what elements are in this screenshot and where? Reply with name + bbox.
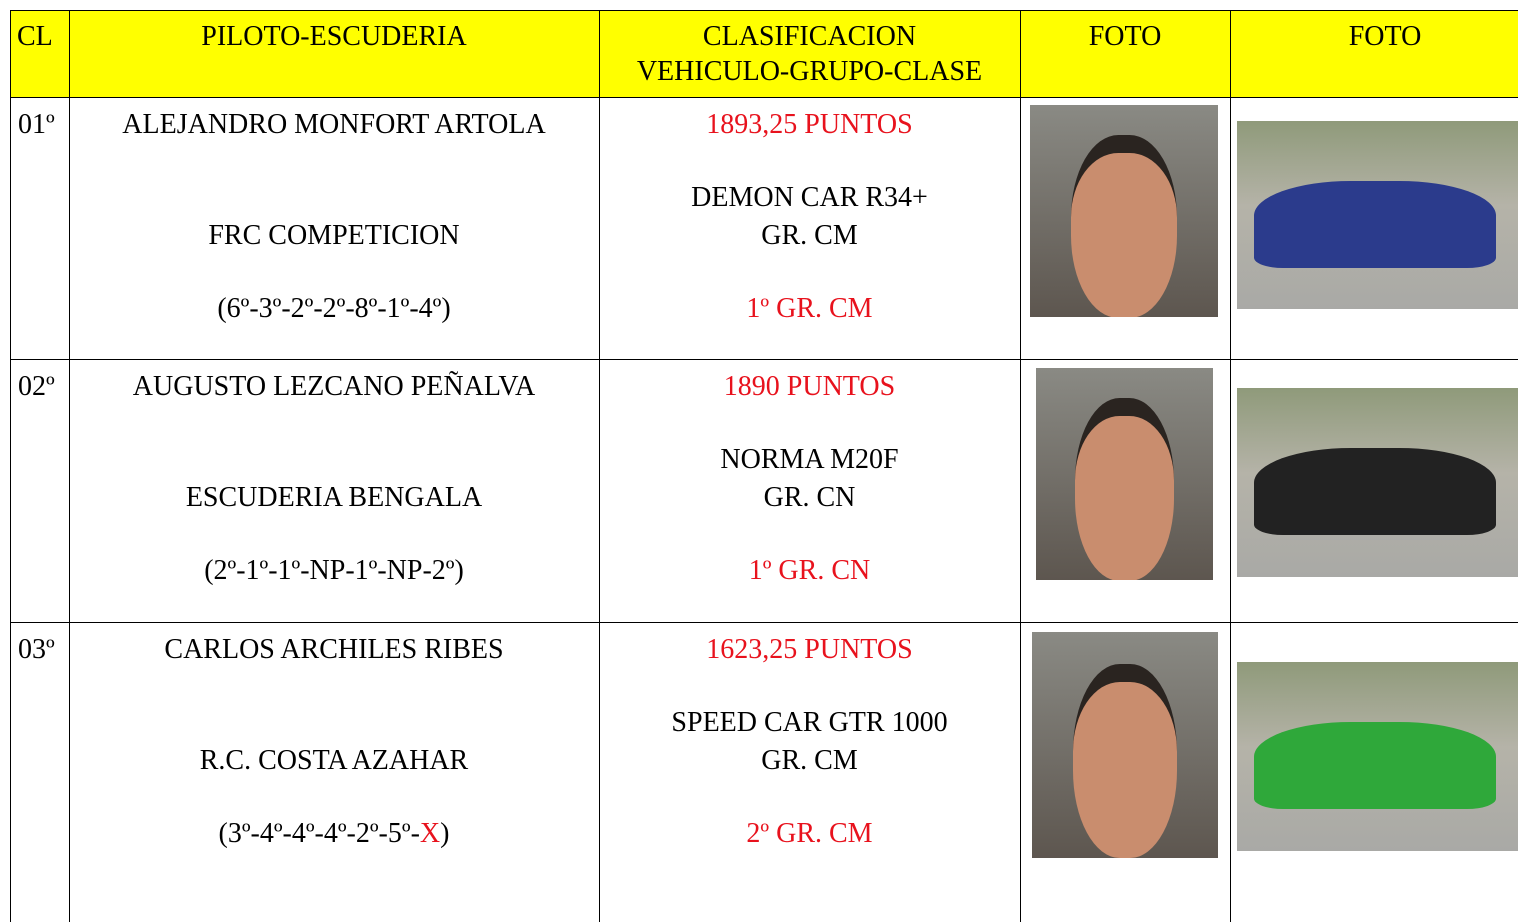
vehicle: DEMON CAR R34+: [691, 182, 928, 213]
driver: ALEJANDRO MONFORT ARTOLA: [122, 109, 546, 140]
header-cell: [1020, 10, 1230, 97]
result-segment: (2º-1º-1º-NP-1º-NP-2º): [204, 555, 464, 586]
body-cell: [10, 359, 69, 622]
driver-photo: [1036, 368, 1213, 580]
header-text: VEHICULO-GRUPO-CLASE: [636, 56, 983, 87]
body-cell: [1020, 622, 1230, 922]
body-cell: [1020, 97, 1230, 359]
group: GR. CM: [761, 745, 858, 776]
driver: AUGUSTO LEZCANO PEÑALVA: [132, 371, 536, 402]
results: (2º-1º-1º-NP-1º-NP-2º): [69, 554, 599, 588]
face: [1072, 663, 1178, 858]
position: 01º: [18, 109, 55, 140]
body-cell: [69, 97, 599, 359]
header-text: FOTO: [1348, 21, 1422, 52]
body-cell: [1020, 359, 1230, 622]
car-photo: [1237, 662, 1518, 851]
body-cell: [599, 359, 1020, 622]
header-text: FOTO: [1088, 21, 1162, 52]
body-cell: [69, 359, 599, 622]
header-cell: [10, 10, 69, 97]
results: (6º-3º-2º-2º-8º-1º-4º): [69, 292, 599, 326]
team: ESCUDERIA BENGALA: [185, 482, 483, 513]
vehicle: SPEED CAR GTR 1000: [671, 707, 948, 738]
body-cell: [1230, 622, 1518, 922]
group: GR. CN: [763, 482, 856, 513]
body-cell: [599, 97, 1020, 359]
position: 03º: [18, 634, 55, 665]
vehicle: NORMA M20F: [720, 444, 899, 475]
class-result: 1º GR. CM: [746, 293, 873, 324]
body-cell: [10, 97, 69, 359]
face: [1071, 134, 1177, 317]
result-segment: (3º-4º-4º-4º-2º-5º-: [218, 818, 420, 849]
body-cell: [69, 622, 599, 922]
header-text: PILOTO-ESCUDERIA: [201, 21, 467, 52]
driver-photo: [1030, 105, 1218, 317]
car: [1253, 181, 1496, 268]
face: [1074, 397, 1175, 580]
car: [1253, 722, 1496, 810]
result-segment: X: [419, 818, 441, 849]
header-text: CL: [17, 21, 53, 52]
class-result: 2º GR. CM: [746, 818, 873, 849]
body-cell: [1230, 97, 1518, 359]
body-cell: [599, 622, 1020, 922]
points: 1893,25 PUNTOS: [706, 109, 913, 140]
results-table: CL PILOTO-ESCUDERIA CLASIFICACION VEHICULO-…: [10, 10, 1518, 922]
results: (3º-4º-4º-4º-2º-5º-X): [69, 817, 599, 851]
car: [1253, 448, 1496, 536]
team: FRC COMPETICION: [208, 220, 460, 251]
body-cell: [10, 622, 69, 922]
header-cell: [69, 10, 599, 97]
header-cell: [599, 10, 1020, 97]
page: CL PILOTO-ESCUDERIA CLASIFICACION VEHICULO-…: [10, 10, 1518, 922]
driver-photo: [1032, 632, 1218, 858]
car-photo: [1237, 388, 1518, 577]
points: 1623,25 PUNTOS: [706, 634, 913, 665]
header-text: CLASIFICACION: [702, 21, 917, 52]
team: R.C. COSTA AZAHAR: [199, 745, 469, 776]
points: 1890 PUNTOS: [723, 371, 896, 402]
car-photo: [1237, 121, 1518, 309]
body-cell: [1230, 359, 1518, 622]
driver: CARLOS ARCHILES RIBES: [164, 634, 504, 665]
result-segment: (6º-3º-2º-2º-8º-1º-4º): [217, 293, 451, 324]
header-cell: [1230, 10, 1518, 97]
position: 02º: [18, 371, 55, 402]
class-result: 1º GR. CN: [748, 555, 871, 586]
group: GR. CM: [761, 220, 858, 251]
result-segment: ): [440, 818, 450, 849]
